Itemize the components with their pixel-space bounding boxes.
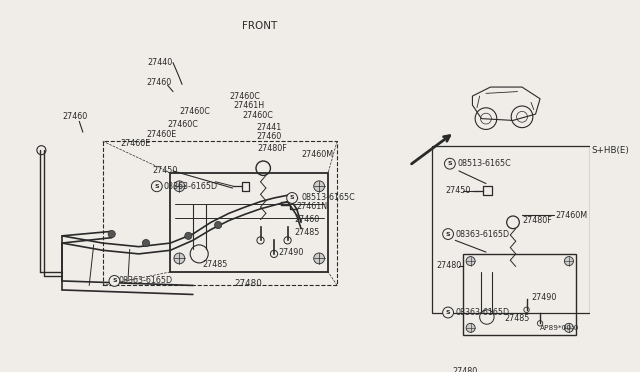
Text: 27460: 27460 [295, 215, 320, 224]
Text: 27441: 27441 [256, 123, 281, 132]
Circle shape [443, 307, 454, 318]
Text: 27490: 27490 [278, 248, 304, 257]
Circle shape [174, 181, 185, 192]
Circle shape [108, 230, 115, 238]
Bar [432, 146, 589, 312]
Text: 08363-6165D: 08363-6165D [163, 182, 217, 191]
Text: 27460: 27460 [62, 112, 88, 121]
Circle shape [564, 323, 573, 332]
Text: 27460E: 27460E [146, 130, 176, 140]
Circle shape [109, 276, 120, 286]
Text: 27461N: 27461N [296, 202, 328, 212]
Text: S: S [154, 184, 159, 189]
Text: 27460E: 27460E [121, 140, 151, 148]
Text: 27460C: 27460C [243, 112, 273, 121]
Text: 27485: 27485 [202, 260, 227, 269]
Text: 27480: 27480 [436, 261, 461, 270]
Bar [463, 254, 576, 335]
Circle shape [142, 240, 150, 247]
Text: 27480: 27480 [452, 367, 478, 372]
Circle shape [314, 253, 324, 264]
Circle shape [287, 193, 298, 203]
Text: 27480: 27480 [235, 279, 263, 288]
Text: 27460C: 27460C [229, 93, 260, 102]
Text: 27460: 27460 [256, 132, 281, 141]
Text: AP89*00:0: AP89*00:0 [540, 326, 579, 331]
Text: S: S [446, 310, 451, 315]
Text: S: S [290, 195, 294, 201]
Text: 08363-6165D: 08363-6165D [455, 308, 509, 317]
Text: 27450: 27450 [445, 186, 471, 195]
Text: 27460C: 27460C [179, 107, 210, 116]
Bar [170, 173, 328, 272]
Circle shape [507, 216, 519, 229]
Bar [102, 141, 337, 285]
Circle shape [466, 257, 475, 266]
Text: 27450: 27450 [152, 166, 178, 176]
Text: 27460: 27460 [146, 78, 172, 87]
Circle shape [466, 323, 475, 332]
Text: S+HB(E): S+HB(E) [591, 146, 629, 155]
Circle shape [152, 181, 162, 192]
Text: S: S [112, 278, 116, 283]
Text: 08363-6165D: 08363-6165D [455, 230, 509, 238]
Text: 27485: 27485 [295, 228, 320, 237]
Text: FRONT: FRONT [243, 21, 278, 31]
Text: 27480F: 27480F [258, 144, 287, 153]
Circle shape [174, 253, 185, 264]
Text: 27440: 27440 [148, 58, 173, 67]
Circle shape [256, 161, 271, 176]
Circle shape [185, 232, 192, 240]
Circle shape [443, 229, 454, 240]
Circle shape [314, 181, 324, 192]
Text: 08513-6165C: 08513-6165C [457, 159, 511, 168]
Text: 08363-6165D: 08363-6165D [119, 276, 173, 285]
Text: 27490: 27490 [531, 293, 556, 302]
Text: 27485: 27485 [504, 314, 529, 323]
Text: 27460C: 27460C [168, 121, 198, 129]
Text: S: S [446, 231, 451, 237]
Circle shape [444, 158, 455, 169]
Text: 27461H: 27461H [234, 102, 264, 110]
Text: 27480F: 27480F [522, 216, 552, 225]
Text: S: S [447, 161, 452, 166]
Circle shape [214, 221, 221, 229]
Circle shape [564, 257, 573, 266]
Text: 27460M: 27460M [301, 150, 333, 159]
Text: 08513-6165C: 08513-6165C [301, 193, 355, 202]
Text: 27460M: 27460M [556, 211, 588, 219]
